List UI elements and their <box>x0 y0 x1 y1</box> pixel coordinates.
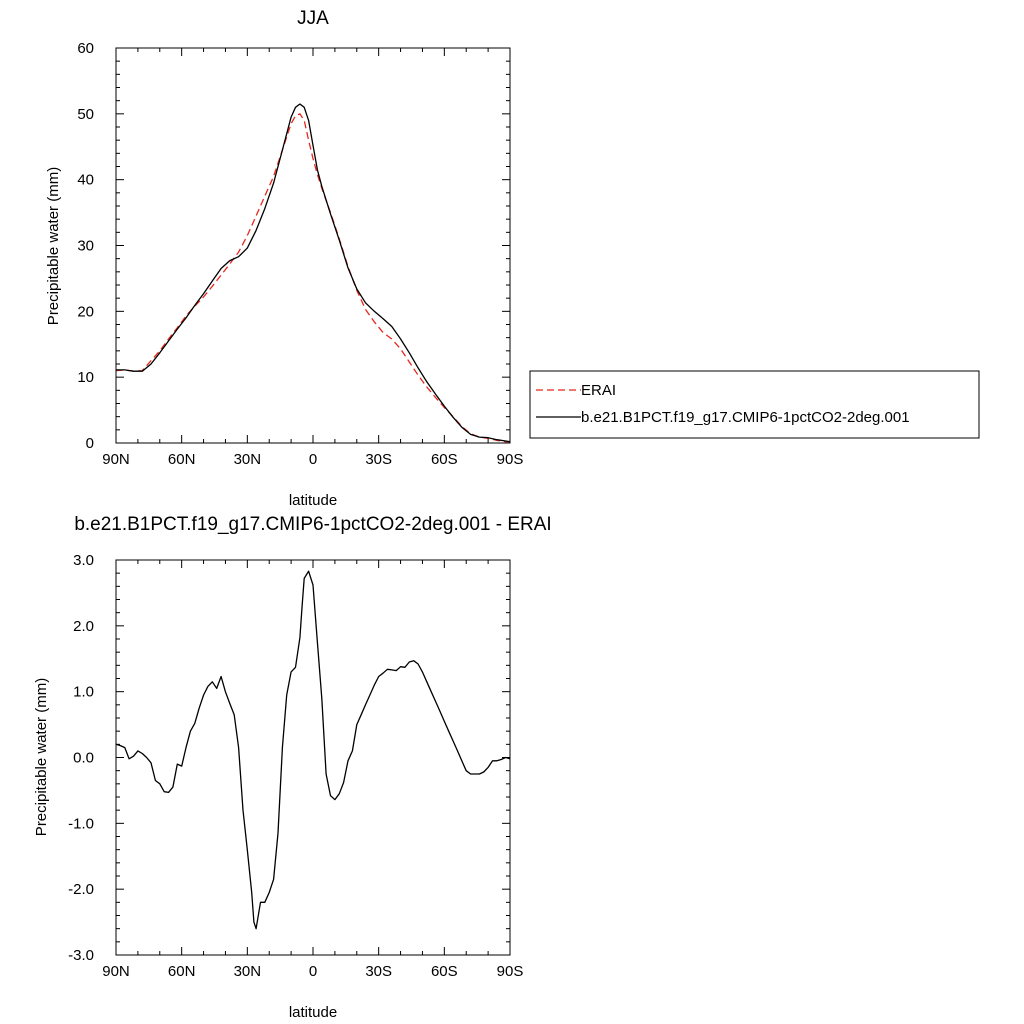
plot-lines-bottom <box>115 570 511 930</box>
chart-title-top: JJA <box>297 8 329 29</box>
y-tick-label: 20 <box>77 303 94 320</box>
x-tick-label: 30S <box>365 963 392 980</box>
y-tick-label: 3.0 <box>73 552 94 569</box>
tick-labels-top: 90N 60N 30N 0 30S 60S 90S 0 10 20 30 40 50 60 <box>77 40 523 468</box>
legend-frame <box>529 370 980 439</box>
axis-ticks-bottom <box>115 559 511 956</box>
plot-frame-bottom <box>115 559 511 956</box>
x-tick-label: 60S <box>431 963 458 980</box>
legend: ERAI b.e21.B1PCT.f19_g17.CMIP6-1pctCO2-2… <box>529 370 980 439</box>
y-tick-label: -2.0 <box>68 881 94 898</box>
x-tick-label: 60N <box>168 451 196 468</box>
y-tick-label: 0.0 <box>73 750 94 767</box>
x-tick-label: 30S <box>365 451 392 468</box>
y-tick-label: -3.0 <box>68 947 94 964</box>
series-line-1-0 <box>115 570 511 930</box>
legend-label-erai: ERAI <box>581 382 616 399</box>
x-tick-label: 30N <box>234 451 262 468</box>
y-axis-label-top: Precipitable water (mm) <box>45 167 62 325</box>
x-tick-label: 90S <box>497 451 524 468</box>
x-tick-label: 0 <box>309 963 317 980</box>
plot-frame-top <box>115 47 511 444</box>
tick-labels-bottom: 90N 60N 30N 0 30S 60S 90S -3.0 -2.0 -1.0 0.0 1.0 2.0… <box>68 552 523 980</box>
x-tick-label: 90N <box>102 451 130 468</box>
y-tick-label: 10 <box>77 369 94 386</box>
y-tick-label: 30 <box>77 238 94 255</box>
y-tick-label: 2.0 <box>73 618 94 635</box>
series-line-0-1 <box>116 103 511 443</box>
plot-lines-top <box>115 103 511 443</box>
x-tick-label: 60S <box>431 451 458 468</box>
panel-top: JJA Precipitable water (mm) latitude 90N… <box>45 8 523 509</box>
x-tick-label: 90S <box>497 963 524 980</box>
x-axis-label-top: latitude <box>289 492 337 509</box>
x-axis-label-bottom: latitude <box>289 1004 337 1021</box>
axis-ticks-top <box>115 47 511 444</box>
y-tick-label: 0 <box>86 435 94 452</box>
chart-title-bottom: b.e21.B1PCT.f19_g17.CMIP6-1pctCO2-2deg.0… <box>74 514 551 535</box>
series-line-0-0 <box>115 113 510 443</box>
x-tick-label: 60N <box>168 963 196 980</box>
y-tick-label: 40 <box>77 172 94 189</box>
x-tick-label: 90N <box>102 963 130 980</box>
legend-label-model: b.e21.B1PCT.f19_g17.CMIP6-1pctCO2-2deg.0… <box>581 409 910 426</box>
y-tick-label: 1.0 <box>73 684 94 701</box>
y-tick-label: 50 <box>77 106 94 123</box>
x-tick-label: 0 <box>309 451 317 468</box>
y-tick-label: -1.0 <box>68 815 94 832</box>
x-tick-label: 30N <box>234 963 262 980</box>
y-tick-label: 60 <box>77 40 94 57</box>
panel-bottom: b.e21.B1PCT.f19_g17.CMIP6-1pctCO2-2deg.0… <box>33 514 552 1021</box>
y-axis-label-bottom: Precipitable water (mm) <box>33 678 50 836</box>
